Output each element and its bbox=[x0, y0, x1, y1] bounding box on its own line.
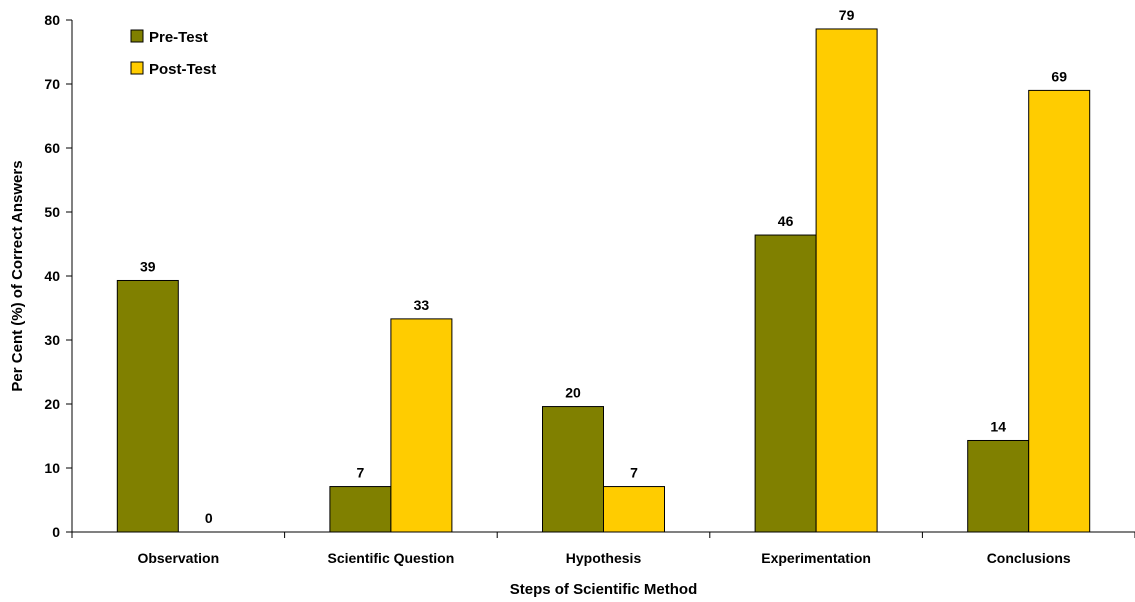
legend-swatch bbox=[130, 61, 144, 75]
bar bbox=[390, 318, 453, 533]
x-axis: Observation Scientific Question Hypothesis… bbox=[71, 531, 1135, 566]
bar bbox=[815, 28, 878, 533]
y-tick-label: 40 bbox=[44, 268, 60, 284]
data-label: 46 bbox=[778, 213, 794, 229]
data-label: 69 bbox=[1051, 68, 1067, 84]
y-axis: 0 10 20 30 40 50 60 70 80 bbox=[44, 12, 73, 540]
data-label: 39 bbox=[140, 258, 156, 274]
y-axis-title: Per Cent (%) of Correct Answers bbox=[9, 160, 26, 391]
y-tick-label: 10 bbox=[44, 460, 60, 476]
y-tick-label: 0 bbox=[52, 524, 60, 540]
bar bbox=[116, 279, 179, 533]
y-tick-label: 20 bbox=[44, 396, 60, 412]
legend-label: Pre-Test bbox=[149, 29, 208, 46]
legend: Pre-Test Post-Test bbox=[130, 29, 216, 78]
bar bbox=[603, 486, 665, 533]
bar bbox=[1028, 89, 1091, 533]
x-tick-label: Scientific Question bbox=[327, 550, 454, 566]
x-tick-label: Experimentation bbox=[761, 550, 871, 566]
y-tick-label: 60 bbox=[44, 140, 60, 156]
x-tick-label: Hypothesis bbox=[566, 550, 642, 566]
bars bbox=[116, 28, 1091, 533]
data-labels: 39 7 20 46 14 0 33 7 79 69 bbox=[140, 7, 1067, 526]
legend-label: Post-Test bbox=[149, 61, 216, 78]
bar bbox=[542, 406, 604, 533]
y-tick-label: 80 bbox=[44, 12, 60, 28]
y-tick-label: 70 bbox=[44, 76, 60, 92]
x-tick-label: Conclusions bbox=[987, 550, 1071, 566]
data-label: 7 bbox=[630, 465, 638, 481]
bar bbox=[329, 486, 392, 533]
data-label: 79 bbox=[839, 7, 855, 23]
data-label: 20 bbox=[565, 385, 581, 401]
x-axis-title: Steps of Scientific Method bbox=[510, 581, 698, 598]
legend-swatch bbox=[130, 29, 144, 43]
data-label: 14 bbox=[990, 418, 1006, 434]
y-tick-label: 50 bbox=[44, 204, 60, 220]
data-label: 7 bbox=[357, 465, 365, 481]
y-tick-label: 30 bbox=[44, 332, 60, 348]
x-tick-label: Observation bbox=[137, 550, 219, 566]
data-label: 33 bbox=[414, 297, 430, 313]
data-label: 0 bbox=[205, 510, 213, 526]
bar bbox=[754, 234, 817, 533]
bar bbox=[967, 439, 1030, 533]
